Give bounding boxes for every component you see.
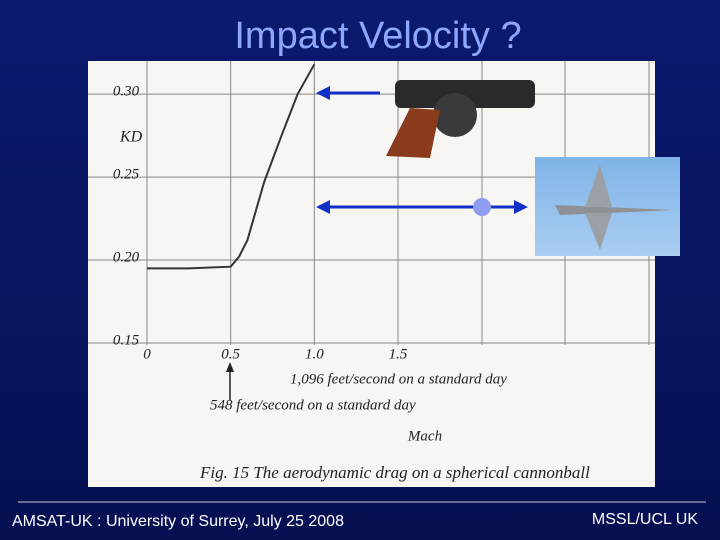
x-axis-label: Mach (407, 428, 442, 444)
footer-left: AMSAT-UK : University of Surrey, July 25… (12, 513, 344, 530)
arrows (316, 86, 528, 216)
cylinder (433, 93, 477, 137)
x-tick-label: 0 (143, 346, 151, 362)
jet-photo (535, 157, 680, 256)
slide-title: Impact Velocity ? (234, 15, 521, 57)
annotations: KD Mach 1,096 feet/second on a standard … (119, 129, 590, 482)
wings (585, 165, 612, 250)
arrow-head (316, 86, 330, 100)
caption: Fig. 15 The aerodynamic drag on a spheri… (199, 463, 590, 482)
footer-right: MSSL/UCL UK (592, 511, 698, 528)
plot: 0.15 0.20 0.25 0.30 0 0.5 1.0 1.5 (88, 61, 655, 362)
revolver (386, 80, 535, 158)
data-line (147, 63, 316, 270)
y-tick-label: 0.25 (113, 167, 140, 183)
y-tick-label: 0.30 (113, 84, 140, 100)
grip (386, 108, 440, 158)
pointer-head (226, 362, 234, 372)
y-tick-label: 0.20 (113, 249, 140, 265)
y-axis-label: KD (119, 129, 143, 146)
x-tick-label: 1.0 (305, 346, 324, 362)
marker-dot (473, 198, 491, 216)
x-tick-label: 1.5 (389, 346, 408, 362)
y-tick-label: 0.15 (113, 332, 140, 348)
chart-paper (88, 61, 655, 487)
fuselage (555, 205, 675, 215)
x-tick-label: 0.5 (221, 346, 240, 362)
annotation: 548 feet/second on a standard day (210, 397, 416, 413)
annotation: 1,096 feet/second on a standard day (290, 371, 507, 387)
barrel (395, 80, 535, 108)
